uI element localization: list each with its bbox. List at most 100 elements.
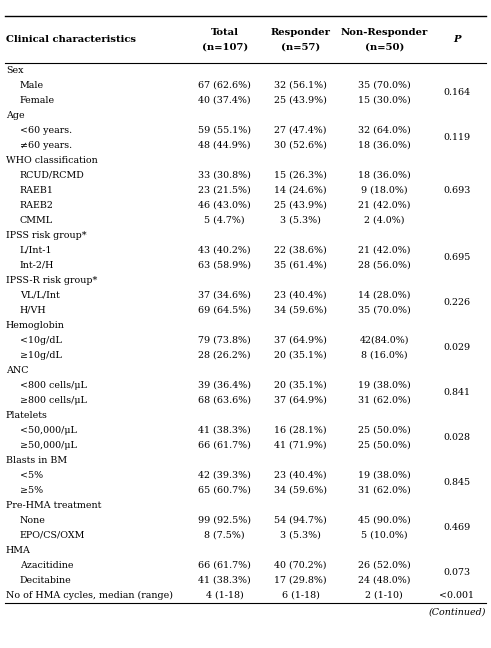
Text: 20 (35.1%): 20 (35.1%) xyxy=(274,381,327,389)
Text: 42(84.0%): 42(84.0%) xyxy=(359,336,409,345)
Text: 54 (94.7%): 54 (94.7%) xyxy=(274,516,327,525)
Text: 0.469: 0.469 xyxy=(443,523,470,532)
Text: 2 (4.0%): 2 (4.0%) xyxy=(364,216,405,225)
Text: 32 (64.0%): 32 (64.0%) xyxy=(358,126,410,135)
Text: 69 (64.5%): 69 (64.5%) xyxy=(198,306,251,315)
Text: 30 (52.6%): 30 (52.6%) xyxy=(274,141,327,150)
Text: 18 (36.0%): 18 (36.0%) xyxy=(358,141,410,150)
Text: 21 (42.0%): 21 (42.0%) xyxy=(358,246,410,255)
Text: (n=50): (n=50) xyxy=(364,42,404,51)
Text: 23 (40.4%): 23 (40.4%) xyxy=(274,470,327,480)
Text: HMA: HMA xyxy=(6,546,31,555)
Text: None: None xyxy=(20,516,46,525)
Text: 25 (43.9%): 25 (43.9%) xyxy=(274,201,327,210)
Text: 31 (62.0%): 31 (62.0%) xyxy=(358,396,410,405)
Text: CMML: CMML xyxy=(20,216,53,225)
Text: Non-Responder: Non-Responder xyxy=(341,28,428,37)
Text: 25 (50.0%): 25 (50.0%) xyxy=(358,426,410,435)
Text: 37 (64.9%): 37 (64.9%) xyxy=(274,396,327,405)
Text: ≥50,000/μL: ≥50,000/μL xyxy=(20,441,77,450)
Text: 0.693: 0.693 xyxy=(443,186,470,195)
Text: 0.845: 0.845 xyxy=(443,478,470,487)
Text: 45 (90.0%): 45 (90.0%) xyxy=(358,516,410,525)
Text: 24 (48.0%): 24 (48.0%) xyxy=(358,575,410,584)
Text: Decitabine: Decitabine xyxy=(20,575,71,584)
Text: 15 (26.3%): 15 (26.3%) xyxy=(274,171,327,179)
Text: 99 (92.5%): 99 (92.5%) xyxy=(198,516,251,525)
Text: Pre-HMA treatment: Pre-HMA treatment xyxy=(6,501,101,510)
Text: Male: Male xyxy=(20,81,44,90)
Text: 6 (1-18): 6 (1-18) xyxy=(282,590,320,599)
Text: 4 (1-18): 4 (1-18) xyxy=(206,590,244,599)
Text: 39 (36.4%): 39 (36.4%) xyxy=(198,381,251,389)
Text: 18 (36.0%): 18 (36.0%) xyxy=(358,171,410,179)
Text: 66 (61.7%): 66 (61.7%) xyxy=(198,441,251,450)
Text: <800 cells/μL: <800 cells/μL xyxy=(20,381,86,389)
Text: 31 (62.0%): 31 (62.0%) xyxy=(358,486,410,494)
Text: 37 (34.6%): 37 (34.6%) xyxy=(198,291,251,300)
Text: 68 (63.6%): 68 (63.6%) xyxy=(198,396,251,405)
Text: 25 (50.0%): 25 (50.0%) xyxy=(358,441,410,450)
Text: 35 (70.0%): 35 (70.0%) xyxy=(358,81,410,90)
Text: RCUD/RCMD: RCUD/RCMD xyxy=(20,171,84,179)
Text: 5 (10.0%): 5 (10.0%) xyxy=(361,531,408,540)
Text: 0.164: 0.164 xyxy=(443,88,470,97)
Text: 35 (61.4%): 35 (61.4%) xyxy=(274,260,327,270)
Text: 34 (59.6%): 34 (59.6%) xyxy=(274,306,327,315)
Text: VL/L/Int: VL/L/Int xyxy=(20,291,59,300)
Text: 0.119: 0.119 xyxy=(443,133,470,143)
Text: 26 (52.0%): 26 (52.0%) xyxy=(358,561,410,570)
Text: 43 (40.2%): 43 (40.2%) xyxy=(198,246,251,255)
Text: 20 (35.1%): 20 (35.1%) xyxy=(274,351,327,360)
Text: 3 (5.3%): 3 (5.3%) xyxy=(280,216,321,225)
Text: 35 (70.0%): 35 (70.0%) xyxy=(358,306,410,315)
Text: 0.028: 0.028 xyxy=(443,434,470,442)
Text: Sex: Sex xyxy=(6,66,24,75)
Text: Azacitidine: Azacitidine xyxy=(20,561,73,570)
Text: H/VH: H/VH xyxy=(20,306,46,315)
Text: 40 (70.2%): 40 (70.2%) xyxy=(274,561,327,570)
Text: IPSS-R risk group*: IPSS-R risk group* xyxy=(6,276,97,284)
Text: 25 (43.9%): 25 (43.9%) xyxy=(274,96,327,105)
Text: <0.001: <0.001 xyxy=(439,590,474,599)
Text: (n=107): (n=107) xyxy=(201,42,248,51)
Text: Platelets: Platelets xyxy=(6,411,48,420)
Text: 37 (64.9%): 37 (64.9%) xyxy=(274,336,327,345)
Text: 16 (28.1%): 16 (28.1%) xyxy=(274,426,327,435)
Text: 17 (29.8%): 17 (29.8%) xyxy=(274,575,327,584)
Text: 14 (24.6%): 14 (24.6%) xyxy=(274,186,327,195)
Text: 3 (5.3%): 3 (5.3%) xyxy=(280,531,321,540)
Text: 0.226: 0.226 xyxy=(443,298,470,307)
Text: 0.695: 0.695 xyxy=(443,253,470,262)
Text: P: P xyxy=(453,35,461,44)
Text: 59 (55.1%): 59 (55.1%) xyxy=(198,126,251,135)
Text: 28 (26.2%): 28 (26.2%) xyxy=(198,351,251,360)
Text: 14 (28.0%): 14 (28.0%) xyxy=(358,291,410,300)
Text: <10g/dL: <10g/dL xyxy=(20,336,61,345)
Text: EPO/CS/OXM: EPO/CS/OXM xyxy=(20,531,85,540)
Text: 48 (44.9%): 48 (44.9%) xyxy=(198,141,251,150)
Text: 79 (73.8%): 79 (73.8%) xyxy=(198,336,251,345)
Text: 21 (42.0%): 21 (42.0%) xyxy=(358,201,410,210)
Text: 5 (4.7%): 5 (4.7%) xyxy=(204,216,245,225)
Text: <60 years.: <60 years. xyxy=(20,126,72,135)
Text: (Continued): (Continued) xyxy=(429,608,486,617)
Text: (n=57): (n=57) xyxy=(281,42,320,51)
Text: 41 (71.9%): 41 (71.9%) xyxy=(274,441,327,450)
Text: L/Int-1: L/Int-1 xyxy=(20,246,52,255)
Text: 41 (38.3%): 41 (38.3%) xyxy=(198,575,251,584)
Text: 19 (38.0%): 19 (38.0%) xyxy=(358,381,410,389)
Text: 63 (58.9%): 63 (58.9%) xyxy=(198,260,251,270)
Text: Total: Total xyxy=(211,28,239,37)
Text: 0.841: 0.841 xyxy=(443,388,470,397)
Text: ANC: ANC xyxy=(6,365,28,375)
Text: Responder: Responder xyxy=(271,28,331,37)
Text: 42 (39.3%): 42 (39.3%) xyxy=(198,470,251,480)
Text: 41 (38.3%): 41 (38.3%) xyxy=(198,426,251,435)
Text: Clinical characteristics: Clinical characteristics xyxy=(6,35,136,44)
Text: <50,000/μL: <50,000/μL xyxy=(20,426,77,435)
Text: 67 (62.6%): 67 (62.6%) xyxy=(198,81,251,90)
Text: No of HMA cycles, median (range): No of HMA cycles, median (range) xyxy=(6,590,173,599)
Text: 0.029: 0.029 xyxy=(443,343,470,353)
Text: Age: Age xyxy=(6,111,25,120)
